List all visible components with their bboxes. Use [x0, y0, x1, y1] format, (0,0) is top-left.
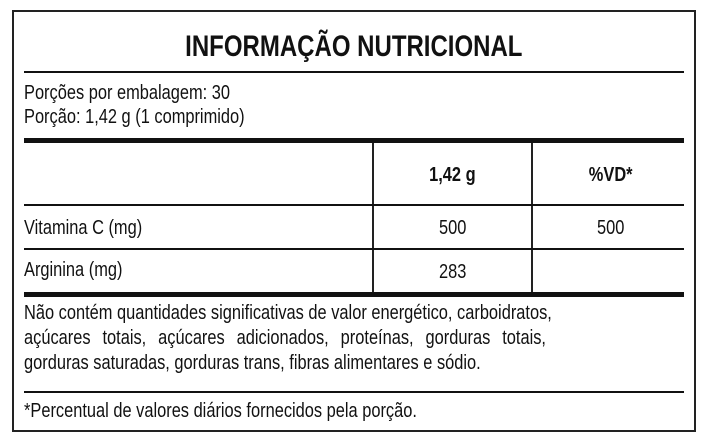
- note-line: gorduras saturadas, gorduras trans, fibr…: [24, 352, 481, 374]
- divider: [24, 248, 684, 250]
- nutrient-dv: 500: [596, 217, 625, 239]
- thick-divider: [24, 138, 684, 143]
- table-title: INFORMAÇÃO NUTRICIONAL: [185, 30, 523, 63]
- note-line: Não contém quantidades significativas de…: [24, 302, 552, 324]
- nutrient-name: Vitamina C (mg): [24, 217, 143, 239]
- column-divider: [372, 143, 374, 293]
- column-divider: [531, 143, 533, 293]
- column-header-amount: 1,42 g: [429, 164, 476, 186]
- footnote: *Percentual de valores diários fornecido…: [24, 400, 417, 422]
- servings-per-package: Porções por embalagem: 30: [24, 82, 231, 104]
- divider: [24, 204, 684, 206]
- thick-divider: [24, 292, 684, 297]
- nutrient-dv: [533, 261, 688, 284]
- serving-size: Porção: 1,42 g (1 comprimido): [24, 106, 245, 128]
- nutrient-name: Arginina (mg): [24, 259, 123, 281]
- divider: [24, 71, 684, 73]
- nutrition-table: INFORMAÇÃO NUTRICIONAL Porções por embal…: [12, 10, 696, 432]
- column-header-dv: %VD*: [588, 164, 633, 186]
- nutrient-amount: 500: [438, 217, 467, 239]
- nutrient-amount: 283: [438, 261, 467, 283]
- note-line: açúcares totais, açúcares adicionados, p…: [24, 327, 546, 349]
- divider: [24, 391, 684, 393]
